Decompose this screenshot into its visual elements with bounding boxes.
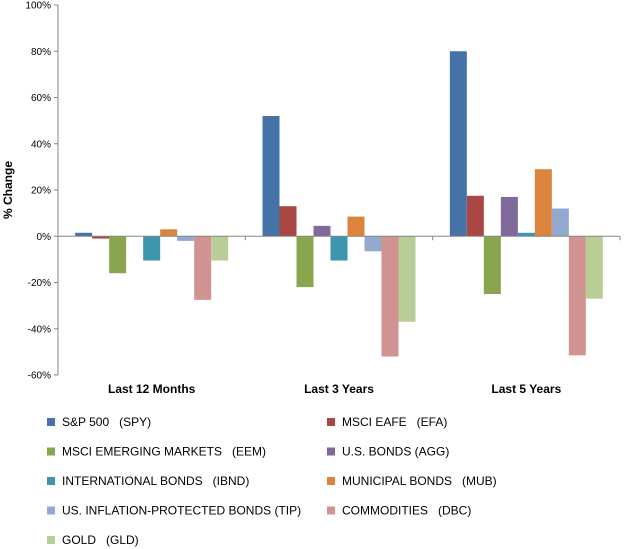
bar [398,236,416,322]
bar [143,236,161,261]
category-label: Last 3 Years [304,382,374,396]
y-tick-label: -40% [28,324,51,335]
legend-label: INTERNATIONAL BONDS (IBND) [62,474,249,488]
bar [296,236,314,288]
bar [75,232,93,237]
bar [500,196,518,237]
legend-label: MSCI EMERGING MARKETS (EEM) [62,445,266,459]
bar [517,232,535,237]
legend-label: U.S. BONDS (AGG) [342,445,449,459]
bar [381,236,399,357]
bar [330,236,348,261]
bar [585,236,603,299]
y-tick-label: -60% [28,371,51,382]
bar [211,236,229,261]
bar [568,236,586,356]
bar [92,236,110,239]
bar [262,116,280,237]
legend-label: US. INFLATION-PROTECTED BONDS (TIP) [62,504,301,518]
bar [483,236,501,295]
bar [177,236,195,241]
legend-swatch [47,506,55,515]
legend-swatch [47,418,55,426]
legend-label: MSCI EAFE (EFA) [342,415,447,429]
bar [194,236,212,300]
bar [109,236,127,274]
bar [551,208,569,237]
bar [347,216,365,237]
bar [364,236,382,252]
legend-swatch [327,477,335,485]
y-tick-label: 20% [31,186,51,197]
y-axis-title: % Change [1,161,15,219]
legend-label: S&P 500 (SPY) [62,415,151,429]
y-tick-label: -20% [28,278,51,289]
legend-swatch [327,506,335,515]
y-tick-label: 0% [37,232,52,243]
y-tick-label: 60% [31,93,51,104]
legend-swatch [47,447,55,456]
legend-label: GOLD (GLD) [62,533,139,547]
bar [534,169,552,237]
legend-swatch [327,447,335,456]
y-tick-label: 40% [31,139,51,150]
bar [160,229,178,237]
legend-label: MUNICIPAL BONDS (MUB) [342,474,497,488]
bar [279,206,297,237]
bar [313,225,331,237]
bar [449,51,467,237]
bar [466,195,484,237]
y-tick-label: 100% [25,1,51,12]
category-label: Last 12 Months [108,382,196,396]
legend-swatch [47,477,55,485]
legend-swatch [327,418,335,426]
legend-label: COMMODITIES (DBC) [342,504,471,518]
legend-swatch [47,536,55,544]
category-label: Last 5 Years [491,382,561,396]
y-tick-label: 80% [31,47,51,58]
